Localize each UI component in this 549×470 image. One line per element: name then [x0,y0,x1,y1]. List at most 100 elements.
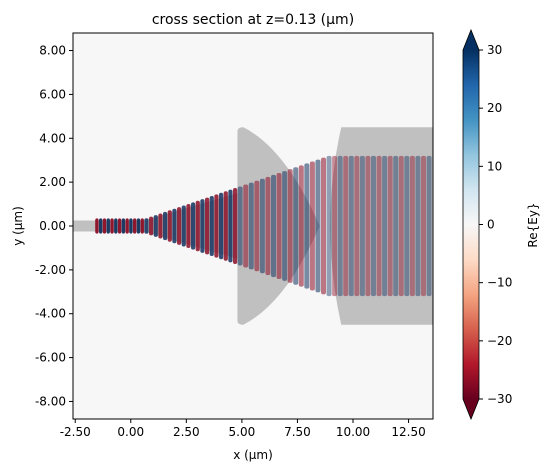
field-stripe [243,184,249,268]
field-layer [95,155,432,297]
x-axis-label: x (μm) [233,448,273,462]
y-tick-label: -2.00 [35,263,66,277]
field-stripe [233,188,238,264]
y-axis-label: y (μm) [11,206,25,246]
colorbar-bottom-arrow [463,399,479,419]
field-stripe [426,155,432,297]
field-stripe [359,155,365,297]
field-stripe [121,218,126,234]
field-stripe [282,171,288,281]
field-stripe [95,218,99,234]
field-stripe [114,218,118,234]
y-tick-label: -8.00 [35,394,66,408]
y-axis: 8.00 6.00 4.00 2.00 0.00 -2.00 -4.00 -6.00 -8.00 [35,44,73,408]
field-stripe [393,155,399,297]
field-stripe [195,200,200,252]
field-stripe [125,218,129,234]
field-stripe [293,167,299,285]
field-stripe [332,155,338,297]
structure-output-slab [330,127,433,325]
y-tick-label: 2.00 [39,175,66,189]
y-tick-label: -6.00 [35,351,66,365]
field-stripe [228,189,233,263]
x-tick-label: 5.00 [229,425,256,439]
y-tick-label: 6.00 [39,87,66,101]
colorbar-tick-label: 0 [487,218,495,232]
field-stripe [421,155,426,297]
field-stripe [149,216,154,236]
field-stripe [140,218,144,234]
field-stripe [209,195,214,257]
colorbar: 30 20 10 0 −10 −20 −30 Re{Ey} [462,28,540,421]
field-stripe [248,182,254,270]
field-stripe [315,159,321,293]
field-stripe [371,155,376,297]
field-stripe [382,155,388,297]
field-stripe [298,165,304,287]
field-stripe [415,155,421,297]
field-stripe [404,155,410,297]
field-stripe [205,197,210,255]
field-stripe [153,215,158,237]
field-stripe [133,218,137,234]
field-stripe [387,155,393,297]
field-stripe [136,218,141,234]
field-stripe [348,155,354,297]
y-tick-label: 0.00 [39,219,66,233]
colorbar-tick-label: −10 [487,276,512,290]
x-tick-label: 12.50 [391,425,425,439]
field-stripe [254,180,260,272]
field-stripe [237,186,243,266]
field-stripe [309,161,315,291]
colorbar-top-arrow [463,30,479,50]
field-stripe [99,218,103,234]
field-stripe [219,192,224,260]
field-stripe [129,218,133,234]
field-stripe [265,176,271,276]
colorbar-tick-label: 30 [487,43,502,57]
y-tick-label: 4.00 [39,131,66,145]
chart-title: cross section at z=0.13 (μm) [152,12,354,28]
field-stripe [343,155,349,297]
field-stripe [117,218,122,234]
field-stripe [214,194,219,258]
field-stripe [223,191,228,261]
field-stripe [186,203,191,249]
y-tick-label: 8.00 [39,44,66,58]
field-stripe [354,155,360,297]
field-stripe [106,218,110,234]
field-stripe [200,199,205,253]
field-stripe [102,218,107,234]
field-stripe [167,210,172,242]
colorbar-tick-label: −20 [487,334,512,348]
colorbar-label: Re{Ey} [526,202,540,247]
y-tick-label: -4.00 [35,307,66,321]
x-tick-label: -2.50 [60,425,91,439]
field-stripe [191,202,196,250]
field-stripe [172,208,177,244]
colorbar-gradient [463,50,479,399]
field-stripe [304,163,310,289]
field-stripe [163,211,168,241]
field-stripe [398,155,404,297]
x-tick-label: 10.00 [336,425,370,439]
x-tick-label: 2.50 [173,425,200,439]
field-stripe [321,157,326,295]
colorbar-tick-label: 20 [487,101,502,115]
field-stripe [259,178,265,274]
field-stripe [365,155,371,297]
field-stripe [110,218,114,234]
colorbar-ticks: 30 20 10 0 −10 −20 −30 [479,43,512,406]
field-stripe [271,174,276,278]
field-stripe [376,155,382,297]
field-stripe [158,213,163,239]
field-stripe [177,207,182,245]
field-stripe [409,155,415,297]
structure-taper [144,193,238,259]
field-stripe [276,173,282,279]
colorbar-tick-label: −30 [487,392,512,406]
field-stripe [337,155,343,297]
field-stripe [181,205,186,247]
field-stripe [144,218,149,234]
